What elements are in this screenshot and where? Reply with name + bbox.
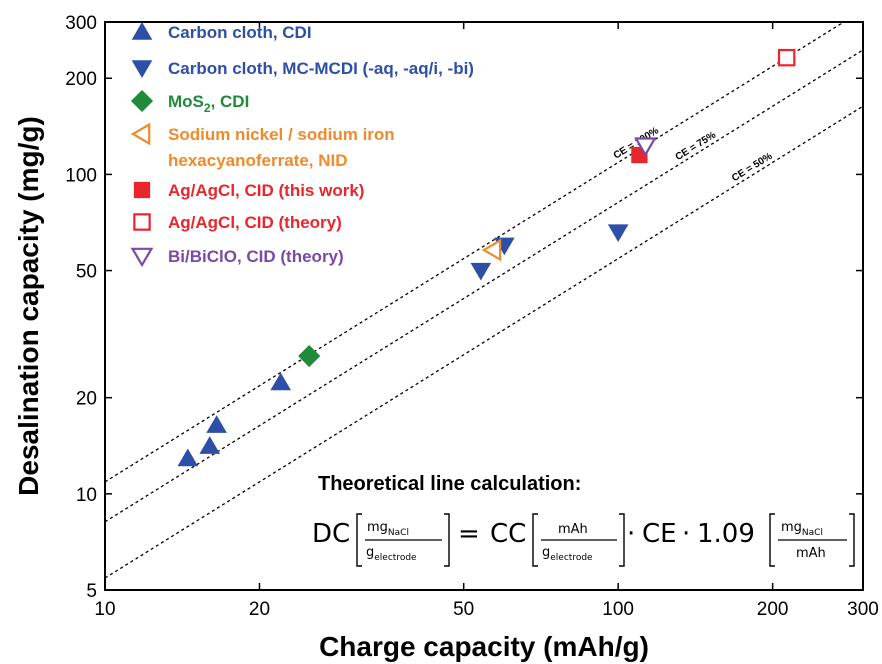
formula-factor: 1.09 bbox=[697, 519, 755, 549]
bracket-right-1 bbox=[444, 513, 450, 567]
y-tick-label: 20 bbox=[76, 389, 97, 410]
formula-dc: DC bbox=[312, 519, 350, 549]
data-point bbox=[199, 436, 221, 454]
formula-dot-2: · bbox=[682, 519, 690, 549]
legend-marker bbox=[133, 181, 151, 199]
legend-label: Ag/AgCl, CID (theory) bbox=[168, 213, 342, 232]
y-tick-label: 300 bbox=[65, 13, 97, 34]
x-tick-label: 20 bbox=[249, 599, 270, 620]
legend-label: hexacyanoferrate, NID bbox=[168, 151, 348, 170]
reference-line bbox=[105, 105, 863, 579]
plot-area bbox=[104, 21, 864, 591]
y-tick-label: 10 bbox=[76, 485, 97, 506]
legend-label: MoS2, CDI bbox=[168, 92, 249, 115]
unit3-denominator: mAh bbox=[796, 546, 826, 561]
legend-marker bbox=[130, 247, 154, 268]
formula-title: Theoretical line calculation: bbox=[318, 473, 581, 495]
data-point bbox=[206, 415, 227, 433]
x-tick-label: 200 bbox=[757, 599, 789, 620]
formula-ce: CE bbox=[642, 519, 677, 549]
y-tick-label: 200 bbox=[65, 69, 97, 90]
unit2-denominator: gelectrode bbox=[542, 545, 593, 563]
y-tick-label: 100 bbox=[65, 165, 97, 186]
data-point bbox=[270, 372, 292, 391]
data-point bbox=[298, 344, 321, 368]
legend-label: Ag/AgCl, CID (this work) bbox=[168, 181, 364, 200]
unit1-numerator: mgNaCl bbox=[367, 520, 409, 538]
reference-lines bbox=[105, 22, 863, 579]
unit1-denominator: gelectrode bbox=[366, 545, 417, 563]
x-tick-label: 10 bbox=[94, 599, 115, 620]
legend-marker bbox=[130, 122, 151, 146]
data-point bbox=[634, 137, 657, 157]
x-tick-label: 100 bbox=[602, 599, 634, 620]
y-axis-label: Desalination capacity (mg/g) bbox=[13, 116, 44, 496]
data-point bbox=[177, 448, 199, 467]
legend-marker bbox=[131, 60, 153, 78]
bracket-right-3 bbox=[849, 513, 855, 567]
unit2-numerator: mAh bbox=[558, 522, 588, 537]
legend-label: Carbon cloth, CDI bbox=[168, 23, 312, 42]
bracket-left-1 bbox=[356, 513, 362, 567]
x-tick-label: 300 bbox=[847, 599, 879, 620]
data-points bbox=[177, 48, 796, 467]
legend-marker bbox=[130, 89, 154, 113]
legend-label: Sodium nickel / sodium iron bbox=[168, 125, 395, 144]
legend: Carbon cloth, CDI Carbon cloth, MC-MCDI (… bbox=[130, 22, 474, 268]
reference-line bbox=[105, 49, 863, 523]
data-point bbox=[470, 262, 492, 281]
unit3-numerator: mgNaCl bbox=[781, 520, 823, 538]
data-point bbox=[777, 48, 796, 67]
formula-annotation: Theoretical line calculation: DC mgNaCl … bbox=[312, 473, 855, 567]
legend-marker bbox=[133, 213, 151, 231]
formula-equals: = bbox=[458, 519, 480, 549]
y-tick-label: 50 bbox=[76, 262, 97, 283]
bracket-right-2 bbox=[619, 513, 625, 567]
data-point bbox=[607, 224, 629, 243]
y-tick-label: 5 bbox=[86, 581, 97, 602]
legend-label: Bi/BiClO, CID (theory) bbox=[168, 247, 344, 266]
reference-line bbox=[105, 22, 846, 483]
x-tick-label: 50 bbox=[453, 599, 474, 620]
bracket-left-3 bbox=[769, 513, 775, 567]
x-axis-label: Charge capacity (mAh/g) bbox=[319, 631, 649, 662]
bracket-left-2 bbox=[532, 513, 538, 567]
data-point bbox=[481, 238, 502, 262]
legend-label: Carbon cloth, MC-MCDI (-aq, -aq/i, -bi) bbox=[168, 59, 474, 78]
formula-cc: CC bbox=[490, 519, 526, 549]
formula-dot-1: · bbox=[627, 519, 635, 549]
legend-marker bbox=[131, 22, 153, 40]
